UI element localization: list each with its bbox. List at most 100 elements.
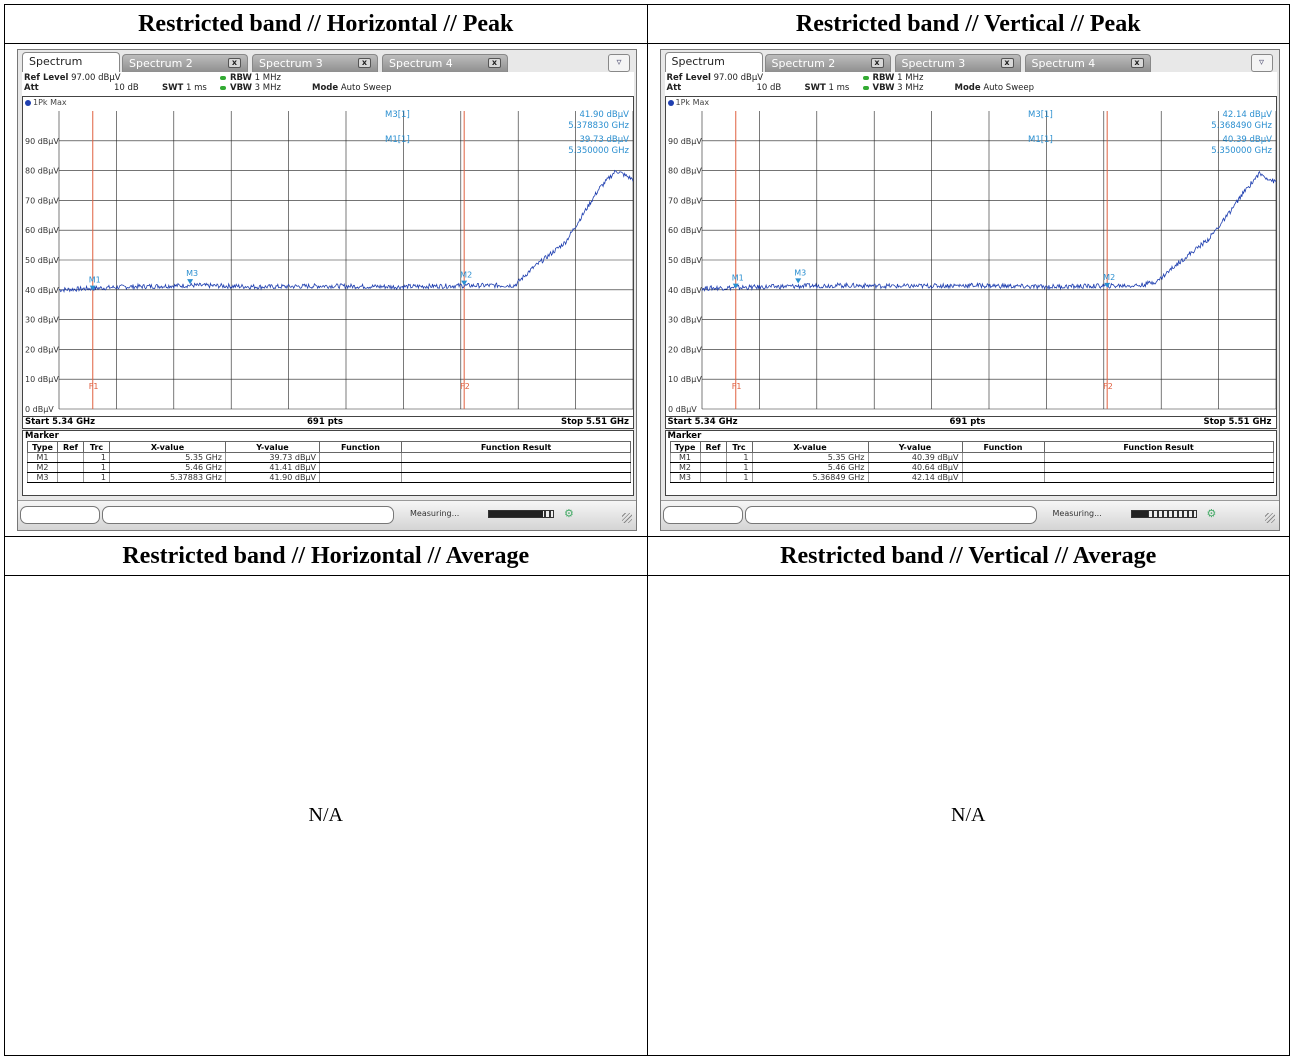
sequencer-icon[interactable]: ▿	[1250, 54, 1273, 72]
header-horizontal-peak: Restricted band // Horizontal // Peak	[4, 4, 648, 44]
header-horizontal-average: Restricted band // Horizontal // Average	[4, 536, 648, 576]
column-header: Y-value	[867, 441, 963, 453]
marker-type-cell: M1	[669, 452, 701, 463]
column-header: Function	[961, 441, 1045, 453]
marker-x-cell: 5.46 GHz	[109, 462, 226, 473]
y-tick-label: 70 dBµV	[25, 196, 59, 205]
sweep-progress-bar	[1130, 510, 1197, 518]
column-header: Type	[27, 441, 58, 453]
marker-table: Type Ref Trc X-value Y-value Function Fu…	[669, 441, 1274, 483]
column-header: Ref	[57, 441, 84, 453]
marker-fr-cell	[401, 452, 631, 463]
y-tick-label: 20 dBµV	[25, 345, 59, 354]
tab-label: Spectrum 2	[129, 57, 193, 70]
y-tick-label: 70 dBµV	[668, 196, 702, 205]
resize-grip-icon[interactable]	[1264, 513, 1275, 523]
y-tick-label: 90 dBµV	[25, 137, 59, 146]
column-header: Function	[319, 441, 402, 453]
marker-triangle	[187, 279, 194, 285]
column-header: Function Result	[401, 441, 631, 453]
marker-table: Type Ref Trc X-value Y-value Function Fu…	[27, 441, 631, 483]
close-icon[interactable]: x	[870, 58, 884, 68]
marker-ref-cell	[57, 452, 84, 463]
marker-type-cell: M1	[27, 452, 58, 463]
marker-fn-cell	[961, 462, 1045, 473]
column-header: Function Result	[1043, 441, 1274, 453]
status-message-field	[744, 506, 1037, 524]
marker-readout-m3-level: 41.90 dBµV	[580, 110, 630, 120]
column-header: X-value	[751, 441, 869, 453]
marker-table-panel: Marker Type Ref Trc X-value Y-value Func…	[22, 430, 634, 496]
close-icon[interactable]: x	[1130, 58, 1144, 68]
marker-type-cell: M2	[669, 462, 701, 473]
close-icon[interactable]: x	[488, 58, 501, 68]
marker-x-cell: 5.35 GHz	[751, 452, 869, 463]
close-icon[interactable]: x	[358, 58, 371, 68]
report-table: Restricted band // Horizontal // Peak Re…	[4, 4, 1290, 1056]
marker-readout-m1-level: 39.73 dBµV	[580, 135, 630, 145]
marker-label: M3	[794, 268, 806, 277]
resize-grip-icon[interactable]	[622, 513, 632, 523]
marker-fr-cell	[1043, 472, 1274, 483]
marker-triangle	[794, 278, 801, 284]
tab-label: Spectrum 2	[771, 57, 836, 70]
y-tick-label: 10 dBµV	[668, 375, 702, 384]
table-row: M2 1 5.46 GHz 41.41 dBµV	[27, 462, 631, 473]
screenshot-cell-vertical: Spectrum Spectrum 2 x Spectrum 3 x Spectru…	[646, 43, 1290, 537]
rbw-label: RBW	[872, 73, 895, 83]
marker-fn-cell	[319, 472, 402, 483]
marker-triangle	[89, 285, 96, 291]
sequencer-icon[interactable]: ▿	[608, 54, 630, 72]
marker-fr-cell	[401, 462, 631, 473]
limit-line-label: F1	[89, 382, 99, 391]
close-icon[interactable]: x	[228, 58, 241, 68]
tab-spectrum-2[interactable]: Spectrum 2 x	[764, 54, 891, 72]
status-bar: Measuring... ⚙	[660, 500, 1279, 530]
marker-label: M2	[1103, 273, 1115, 282]
status-field[interactable]	[662, 506, 743, 524]
tab-spectrum-3[interactable]: Spectrum 3 x	[252, 54, 378, 72]
tab-spectrum-2[interactable]: Spectrum 2 x	[122, 54, 248, 72]
tab-spectrum-4[interactable]: Spectrum 4 x	[1024, 54, 1151, 72]
tab-spectrum[interactable]: Spectrum	[22, 52, 120, 72]
settings-bar: Ref Level 97.00 dBµV Att 10 dB SWT 1 ms …	[22, 72, 634, 96]
swt-value: 1 ms	[828, 83, 850, 93]
sweep-status-line: Start 5.34 GHz 691 pts Stop 5.51 GHz	[22, 417, 634, 429]
coupling-indicator-icon	[220, 85, 226, 90]
start-frequency: Start 5.34 GHz	[667, 417, 738, 427]
vbw-value: 3 MHz	[254, 83, 281, 93]
spectrum-analyzer-vertical: Spectrum Spectrum 2 x Spectrum 3 x Spectru…	[659, 49, 1280, 531]
marker-readout-m1-frequency: 5.350000 GHz	[568, 146, 629, 156]
ref-level-value: 97.00 dBµV	[71, 73, 121, 83]
marker-label: M1	[731, 274, 743, 283]
spectrum-plot[interactable]: 1Pk Max 0 dBµV 10 dBµV 20 dBµV 30 dBµV 40 dB…	[22, 96, 634, 417]
mode-label: Mode	[312, 83, 339, 93]
ref-level-label: Ref Level	[666, 73, 711, 83]
status-bar: Measuring... ⚙	[18, 500, 636, 530]
y-tick-label: 20 dBµV	[668, 345, 702, 354]
status-field[interactable]	[20, 506, 100, 524]
marker-ref-cell	[699, 462, 727, 473]
sweep-progress-fill	[1131, 511, 1148, 517]
tab-spectrum-4[interactable]: Spectrum 4 x	[382, 54, 508, 72]
trace-label: 1Pk Max	[667, 98, 709, 107]
column-header: Trc	[83, 441, 110, 453]
rbw-value: 1 MHz	[897, 73, 924, 83]
marker-x-cell: 5.37883 GHz	[109, 472, 226, 483]
y-tick-label: 80 dBµV	[668, 167, 702, 176]
tab-spectrum[interactable]: Spectrum	[664, 52, 763, 72]
table-row: M3 1 5.37883 GHz 41.90 dBµV	[27, 472, 631, 483]
marker-trc-cell: 1	[725, 452, 753, 463]
column-header: X-value	[109, 441, 226, 453]
marker-fn-cell	[961, 472, 1045, 483]
tab-spectrum-3[interactable]: Spectrum 3 x	[894, 54, 1021, 72]
marker-y-cell: 41.90 dBµV	[225, 472, 320, 483]
close-icon[interactable]: x	[1000, 58, 1014, 68]
sweep-progress-fill	[489, 511, 544, 517]
header-vertical-average: Restricted band // Vertical // Average	[646, 536, 1290, 576]
column-header: Type	[669, 441, 701, 453]
spectrum-plot[interactable]: 1Pk Max 0 dBµV 10 dBµV 20 dBµV 30 dBµV 40 dB…	[664, 96, 1277, 417]
limit-line-label: F2	[1103, 382, 1113, 391]
sweep-points: 691 pts	[949, 417, 986, 427]
limit-line-label: F2	[460, 382, 470, 391]
